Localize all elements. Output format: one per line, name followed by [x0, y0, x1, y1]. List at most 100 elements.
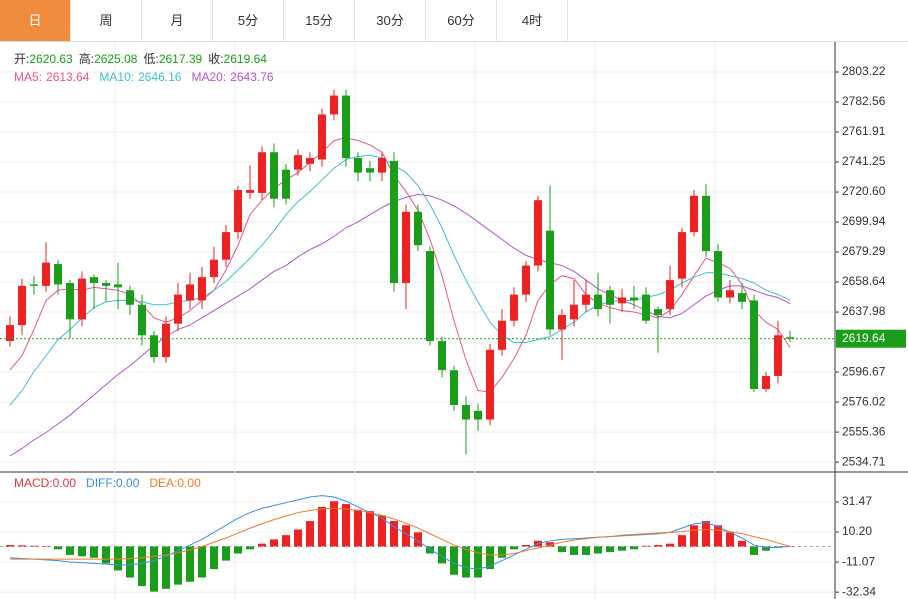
candle-body	[198, 277, 206, 301]
candle-body	[138, 304, 146, 336]
candle-body	[594, 294, 602, 310]
ma-legend: MA5: 2613.64 MA10: 2646.16 MA20: 2643.76	[14, 70, 274, 84]
y-tick-label: 10.20	[842, 524, 872, 538]
macd-bar	[750, 546, 758, 555]
candle-body	[582, 294, 590, 305]
macd-bar	[222, 546, 230, 561]
legend-value: 2619.64	[224, 52, 268, 66]
legend-label: MACD:	[14, 476, 53, 490]
macd-bar	[270, 539, 278, 547]
candle-body	[294, 155, 302, 170]
macd-bar	[654, 545, 662, 547]
period-tab[interactable]: 5分	[213, 0, 284, 41]
legend-value: 2643.76	[230, 70, 274, 84]
macd-bar	[498, 546, 506, 558]
macd-bar	[594, 546, 602, 554]
candle-body	[558, 314, 566, 330]
macd-bar	[378, 515, 386, 547]
macd-bar	[198, 546, 206, 578]
series-line	[9, 193, 791, 457]
period-tab[interactable]: 日	[0, 0, 71, 41]
legend-value: 0.00	[116, 476, 140, 490]
macd-bar	[558, 546, 566, 553]
macd-bar	[666, 543, 674, 547]
candle-body	[246, 189, 254, 193]
macd-bar	[126, 546, 134, 578]
candle-body	[618, 297, 626, 304]
candle-body	[786, 337, 794, 339]
candle-body	[162, 323, 170, 358]
candle-body	[750, 300, 758, 390]
macd-bar	[342, 504, 350, 547]
macd-bar	[738, 540, 746, 547]
series-line	[9, 495, 791, 570]
period-tab[interactable]: 15分	[284, 0, 355, 41]
period-tab[interactable]: 30分	[355, 0, 426, 41]
candle-body	[150, 335, 158, 358]
candle-body	[102, 282, 110, 286]
macd-bar	[210, 546, 218, 570]
macd-bar	[474, 546, 482, 578]
macd-bar	[618, 546, 626, 551]
period-tab[interactable]: 4时	[497, 0, 568, 41]
y-tick-label: 2761.91	[842, 124, 886, 138]
candle-body	[66, 282, 74, 320]
macd-bar	[450, 546, 458, 575]
macd-bar	[18, 545, 26, 547]
candle-body	[606, 290, 614, 305]
legend-label: DIFF:	[86, 476, 116, 490]
macd-bar	[402, 525, 410, 547]
macd-bar	[546, 542, 554, 547]
macd-bar	[246, 546, 254, 550]
macd-bar	[6, 545, 14, 547]
candle-body	[318, 114, 326, 160]
period-tabs: 日周月 5分 15分 30分 60分 4时	[0, 0, 908, 42]
ohlc-legend: 开:2620.63 高:2625.08 低:2617.39 收:2619.64	[14, 51, 267, 66]
y-tick-label: 2679.29	[842, 244, 886, 258]
macd-bar	[102, 546, 110, 564]
y-tick-label: 2576.02	[842, 394, 886, 408]
legend-label: 开:	[14, 52, 29, 66]
period-tab[interactable]: 月	[142, 0, 213, 41]
candle-body	[42, 262, 50, 286]
candle-body	[78, 278, 86, 320]
legend-label: MA20:	[191, 70, 226, 84]
last-price-label: 2619.64	[842, 331, 886, 345]
candle-body	[462, 405, 470, 420]
period-tab[interactable]: 周	[71, 0, 142, 41]
candle-body	[438, 341, 446, 371]
candle-body	[114, 284, 122, 288]
macd-bar	[582, 546, 590, 555]
candle-body	[570, 304, 578, 320]
series-line	[9, 137, 791, 393]
macd-bar	[354, 509, 362, 547]
legend-value: 2613.64	[46, 70, 90, 84]
candle-body	[498, 320, 506, 350]
y-tick-label: 2782.56	[842, 94, 886, 108]
period-tab[interactable]: 60分	[426, 0, 497, 41]
candle-body	[54, 264, 62, 285]
macd-bar	[66, 546, 74, 555]
legend-value: 2625.08	[94, 52, 138, 66]
candle-body	[186, 284, 194, 301]
candle-body	[90, 277, 98, 283]
macd-bar	[90, 546, 98, 558]
candle-body	[534, 200, 542, 266]
macd-bar	[642, 545, 650, 547]
macd-bar	[186, 546, 194, 582]
candle-body	[306, 158, 314, 164]
macd-bar	[414, 532, 422, 547]
legend-label: 低:	[143, 52, 158, 66]
macd-bar	[714, 525, 722, 547]
macd-bar	[510, 546, 518, 550]
candle-body	[390, 160, 398, 283]
macd-bar	[30, 545, 38, 547]
last-price-box	[836, 329, 906, 348]
candle-body	[678, 232, 686, 279]
legend-label: DEA:	[149, 476, 177, 490]
candle-body	[690, 195, 698, 233]
y-tick-label: 31.47	[842, 494, 872, 508]
legend-value: 2646.16	[138, 70, 182, 84]
